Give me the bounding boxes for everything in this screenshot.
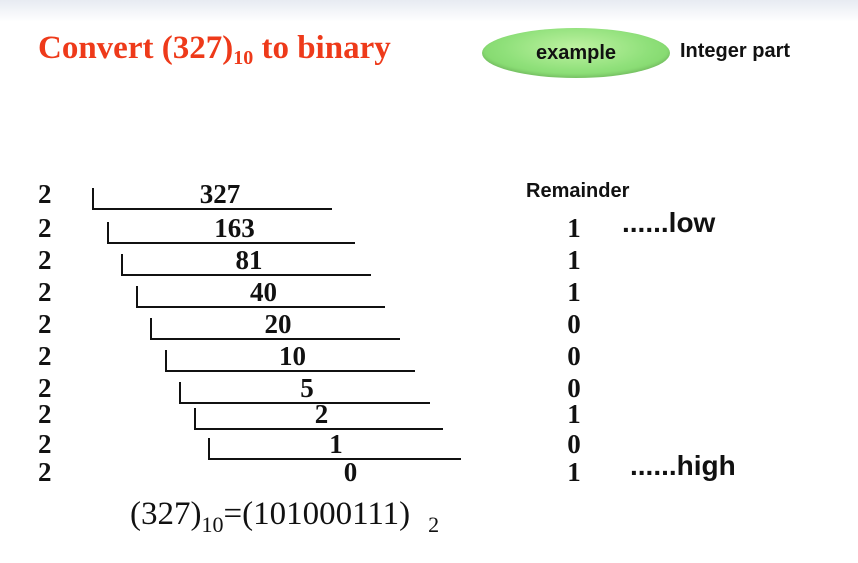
slide-title: Convert (327)10 to binary [38,30,391,70]
remainder-digit: 0 [567,309,581,339]
division-row: 2 2 1 [0,398,858,430]
division-row: 2 20 0 [0,308,858,340]
division-row: 2 5 0 [0,372,858,404]
quotient: 20 [264,309,292,339]
divisor: 2 [38,341,52,371]
division-bracket [193,408,443,430]
divisor: 2 [38,457,52,487]
section-label: Integer part [680,40,791,62]
divisor: 2 [38,277,52,307]
remainder-digit: 1 [567,399,581,429]
remainder-digit: 0 [567,429,581,459]
division-bracket [179,382,430,404]
division-row: 2 327 [0,178,858,210]
quotient: 0 [343,457,358,487]
divisor: 2 [38,429,52,459]
quotient: 2 [314,399,329,429]
divisor: 2 [38,179,52,209]
division-row: 2 81 1 [0,244,858,276]
division-row: 2 0 1 [0,456,858,488]
division-row: 2 1 0 [0,428,858,460]
result-left: (327) [130,496,202,532]
quotient: 1 [329,429,343,459]
divisor: 2 [38,245,52,275]
result-right-base: 2 [428,512,440,537]
low-annotation: ......low [622,207,716,238]
result-left-base: 10 [201,512,224,537]
remainder-digit: 1 [567,213,581,243]
divisor: 2 [38,309,52,339]
division-row: 2 40 1 [0,276,858,308]
remainder-digit: 0 [567,373,581,403]
division-bracket [150,318,400,340]
result-equals: = [223,496,243,532]
quotient: 81 [235,245,263,275]
quotient: 327 [199,179,241,209]
division-bracket [121,254,371,276]
division-row: 2 10 0 [0,340,858,372]
divisor: 2 [38,399,52,429]
title-prefix: Convert (327) [38,30,234,66]
top-banner [0,0,858,22]
result-equation: (327)10=(101000111) 2 [130,496,439,538]
title-suffix: to binary [253,30,391,66]
divisor: 2 [38,213,52,243]
quotient: 163 [214,213,255,243]
remainder-digit: 1 [567,277,581,307]
remainder-digit: 1 [567,245,581,275]
division-bracket [164,350,415,372]
divisor: 2 [38,373,52,403]
result-right: (101000111) [242,496,411,532]
title-subscript: 10 [233,47,254,69]
remainder-digit: 1 [567,457,581,487]
example-badge-label: example [535,41,617,64]
quotient: 10 [279,341,306,371]
quotient: 40 [250,277,277,307]
high-annotation: ......high [630,450,736,481]
division-bracket [92,188,332,210]
division-bracket [208,438,461,460]
remainder-digit: 0 [567,341,581,371]
division-bracket [135,286,385,308]
division-bracket [106,222,355,244]
example-badge: example [482,28,670,78]
quotient: 5 [300,373,314,403]
division-row: 2 163 1 [0,212,858,244]
remainder-header: Remainder [526,180,630,202]
